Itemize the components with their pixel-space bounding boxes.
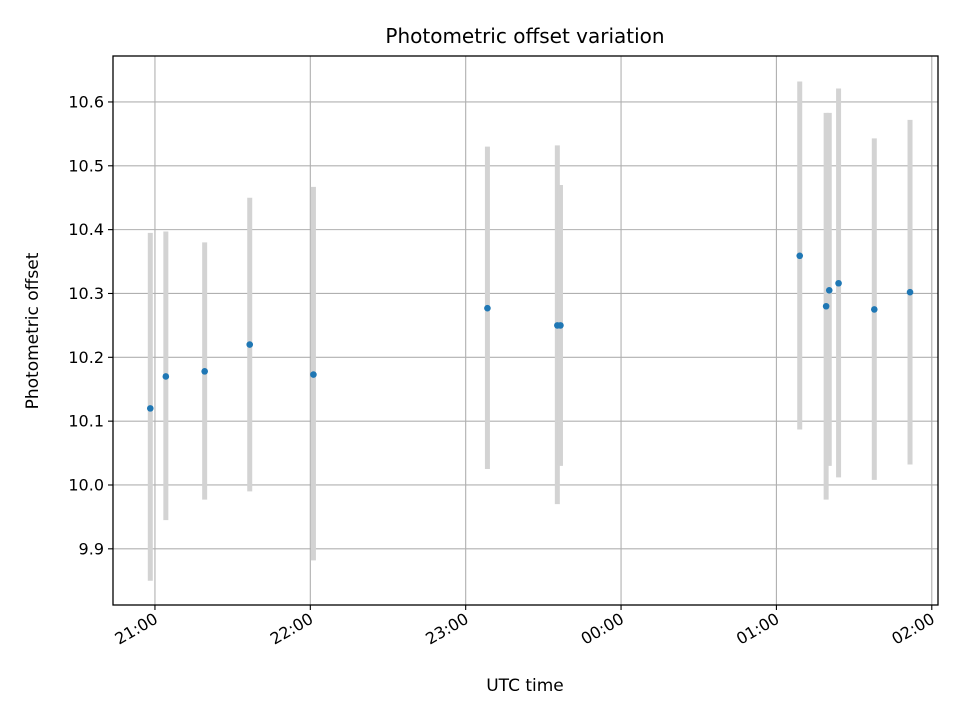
- data-point: [557, 322, 564, 329]
- data-point: [870, 306, 878, 313]
- data-point: [484, 304, 491, 312]
- data-point: [835, 279, 842, 287]
- y-tick-label: 10.2: [68, 348, 104, 367]
- y-axis: 9.9 10.0 10.1 10.2 10.3 10.4 10.5 10.6: [68, 92, 113, 558]
- y-axis-title: Photometric offset: [23, 252, 43, 409]
- y-tick-label: 10.4: [68, 220, 104, 239]
- y-tick-label: 9.9: [79, 539, 104, 558]
- data-point: [246, 341, 254, 348]
- y-tick-label: 10.6: [68, 92, 104, 111]
- plot-frame: [112, 55, 939, 606]
- y-tick-label: 10.1: [68, 412, 104, 431]
- data-point: [162, 373, 170, 380]
- chart-title: Photometric offset variation: [385, 24, 664, 48]
- data-points: [146, 252, 914, 412]
- data-point: [906, 288, 914, 296]
- data-point: [146, 405, 154, 412]
- data-point: [310, 371, 317, 378]
- y-tick-label: 10.3: [68, 284, 104, 303]
- y-tick-label: 10.0: [68, 475, 104, 494]
- data-point: [822, 302, 830, 310]
- data-point: [825, 286, 833, 294]
- data-point: [201, 368, 208, 375]
- x-axis-title: UTC time: [486, 676, 564, 696]
- y-tick-label: 10.5: [68, 156, 104, 175]
- data-point: [796, 252, 804, 260]
